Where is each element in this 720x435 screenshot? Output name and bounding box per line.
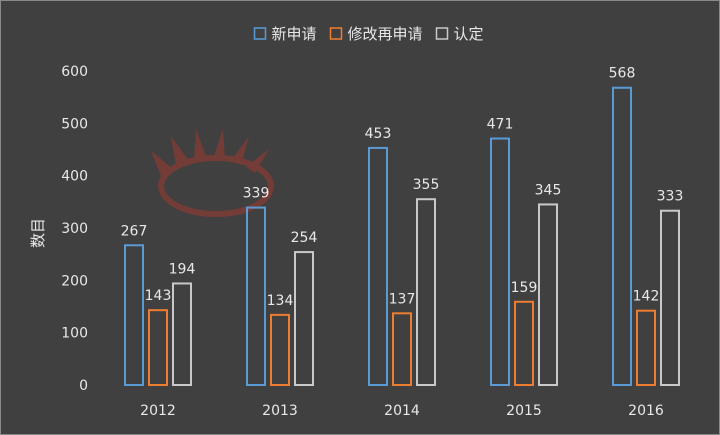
bar bbox=[368, 146, 388, 386]
bar bbox=[660, 209, 680, 386]
data-label: 355 bbox=[413, 177, 440, 193]
y-axis-ticks: 0 100 200 300 400 500 600 bbox=[61, 64, 88, 394]
data-label: 137 bbox=[389, 291, 416, 307]
y-tick-label: 100 bbox=[61, 326, 88, 342]
data-label: 143 bbox=[145, 288, 172, 304]
bar bbox=[294, 251, 314, 386]
data-label: 142 bbox=[633, 289, 660, 305]
y-tick-label: 500 bbox=[61, 116, 88, 132]
data-label: 333 bbox=[657, 189, 684, 205]
bar bbox=[538, 203, 558, 386]
data-label: 453 bbox=[365, 126, 392, 142]
data-label: 471 bbox=[487, 117, 514, 133]
data-label: 345 bbox=[535, 182, 562, 198]
bar bbox=[490, 137, 510, 386]
legend-item-label: 修改再申请 bbox=[348, 25, 423, 43]
bar bbox=[416, 198, 436, 386]
bar bbox=[124, 244, 144, 386]
bar bbox=[148, 309, 168, 386]
watermark-logo bbox=[151, 129, 274, 217]
y-axis-label: 数目 bbox=[29, 218, 47, 248]
legend: 新申请 修改再申请 认定 bbox=[253, 25, 484, 43]
data-label: 134 bbox=[267, 293, 294, 309]
data-label: 194 bbox=[169, 261, 196, 277]
x-axis-ticks: 2012 2013 2014 2015 2016 bbox=[140, 403, 664, 419]
data-label: 568 bbox=[609, 66, 636, 82]
legend-swatch bbox=[253, 27, 267, 40]
y-tick-label: 300 bbox=[61, 221, 88, 237]
x-tick-label: 2013 bbox=[262, 403, 298, 419]
legend-item-label: 认定 bbox=[454, 25, 484, 43]
legend-swatch bbox=[435, 27, 449, 40]
bar bbox=[514, 300, 534, 387]
legend-item-label: 新申请 bbox=[272, 25, 317, 43]
bar bbox=[612, 86, 632, 386]
data-label: 254 bbox=[291, 230, 318, 246]
y-tick-label: 0 bbox=[79, 378, 88, 394]
data-label: 339 bbox=[243, 186, 270, 202]
x-tick-label: 2015 bbox=[506, 403, 542, 419]
bar bbox=[392, 312, 412, 387]
y-tick-label: 200 bbox=[61, 273, 88, 289]
bar-series bbox=[124, 86, 680, 387]
bar bbox=[246, 206, 266, 386]
x-tick-label: 2016 bbox=[628, 403, 664, 419]
y-tick-label: 600 bbox=[61, 64, 88, 80]
x-tick-label: 2012 bbox=[140, 403, 176, 419]
data-labels: 267 143 194 339 134 254 453 137 355 471 159 345 568 1… bbox=[121, 66, 684, 309]
y-tick-label: 400 bbox=[61, 169, 88, 185]
bar bbox=[636, 309, 656, 387]
data-label: 267 bbox=[121, 223, 148, 239]
bar bbox=[270, 313, 290, 386]
legend-swatch bbox=[329, 27, 343, 40]
data-label: 159 bbox=[511, 280, 538, 296]
x-tick-label: 2014 bbox=[384, 403, 420, 419]
bar bbox=[172, 282, 192, 386]
